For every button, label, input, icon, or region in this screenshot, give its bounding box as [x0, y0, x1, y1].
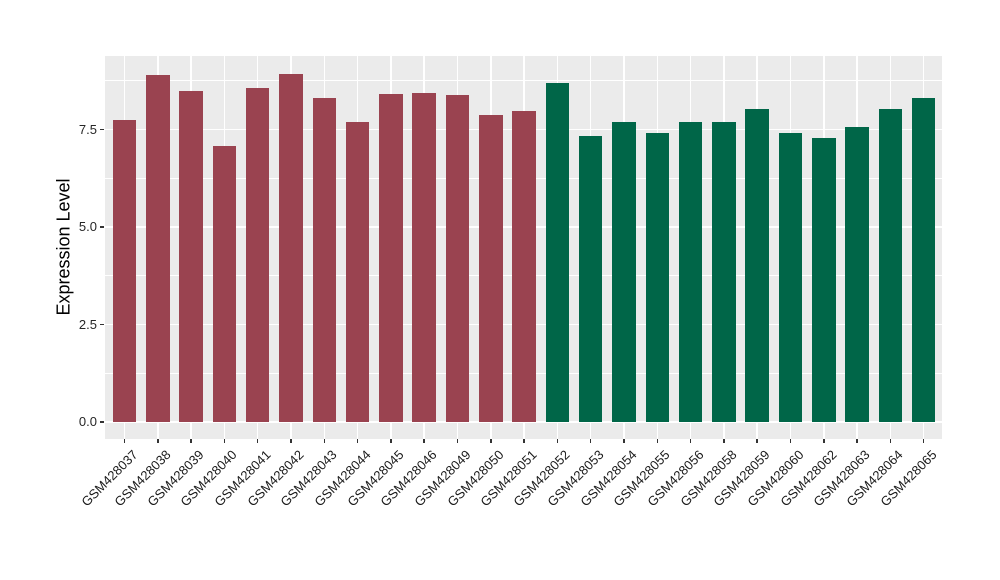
bar: [812, 138, 836, 422]
x-tick-mark: [756, 439, 758, 443]
x-tick-mark: [456, 439, 459, 443]
bar: [345, 122, 370, 422]
y-tick-mark: [100, 128, 104, 131]
x-tick-mark: [589, 439, 592, 443]
x-tick-mark: [922, 439, 925, 443]
bar: [745, 108, 769, 422]
bar: [412, 92, 436, 422]
x-tick-mark: [823, 439, 825, 443]
bar: [911, 98, 936, 422]
bar: [146, 74, 170, 422]
bar: [778, 132, 803, 422]
x-tick-mark: [889, 439, 892, 443]
bar: [645, 132, 670, 422]
x-tick-mark: [723, 439, 725, 443]
x-tick-mark: [390, 439, 392, 443]
bar: [612, 121, 636, 422]
x-tick-mark: [556, 439, 559, 443]
bar: [445, 95, 470, 422]
x-tick-mark: [689, 439, 692, 443]
bar: [878, 108, 903, 422]
y-tick-mark: [100, 323, 104, 326]
bar: [179, 90, 203, 422]
x-tick-mark: [490, 439, 492, 443]
y-tick-mark: [100, 421, 104, 423]
x-tick-mark: [123, 439, 126, 443]
x-tick-mark: [356, 439, 359, 443]
bar: [545, 83, 570, 422]
bar: [479, 114, 503, 422]
x-tick-mark: [223, 439, 226, 443]
bar: [712, 122, 736, 422]
bar: [112, 119, 137, 422]
y-tick-mark: [100, 226, 104, 228]
y-tick-label: 7.5: [78, 121, 97, 137]
bar: [379, 94, 403, 422]
bar: [512, 110, 536, 422]
bar: [578, 135, 603, 422]
x-tick-mark: [656, 439, 659, 443]
y-tick-label: 2.5: [78, 316, 97, 332]
x-tick-mark: [789, 439, 792, 443]
x-tick-mark: [256, 439, 259, 443]
x-tick-mark: [290, 439, 292, 443]
bar: [312, 97, 337, 422]
x-tick-mark: [623, 439, 625, 443]
x-tick-mark: [157, 439, 159, 443]
y-axis-title: Expression Level: [53, 178, 74, 316]
bar: [678, 122, 703, 422]
plot-panel: [105, 56, 942, 439]
bar: [845, 126, 869, 422]
y-tick-label: 5.0: [78, 219, 97, 234]
y-tick-label: 0.0: [78, 414, 97, 429]
x-tick-mark: [856, 439, 858, 443]
bar: [279, 74, 303, 422]
bar: [212, 145, 237, 422]
bar: [245, 87, 270, 422]
x-tick-mark: [323, 439, 326, 443]
x-tick-mark: [523, 439, 525, 443]
x-tick-mark: [190, 439, 192, 443]
x-tick-mark: [423, 439, 425, 443]
